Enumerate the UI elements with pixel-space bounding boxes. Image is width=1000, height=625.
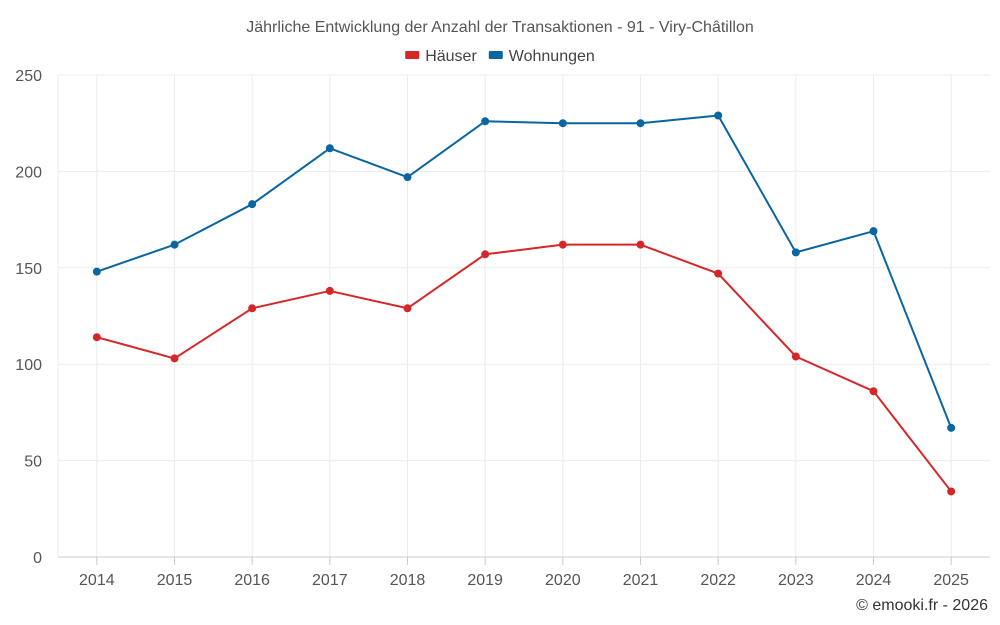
legend-item-haeuser[interactable]: Häuser bbox=[405, 48, 477, 65]
x-tick-label: 2018 bbox=[390, 572, 426, 589]
data-point-haeuser-2022[interactable] bbox=[714, 269, 723, 278]
series-line-wohnungen bbox=[96, 114, 953, 429]
data-point-haeuser-2025[interactable] bbox=[947, 487, 956, 496]
x-tick-label: 2022 bbox=[700, 572, 736, 589]
x-tick-label: 2020 bbox=[545, 572, 581, 589]
x-tick-label: 2014 bbox=[79, 572, 115, 589]
y-tick-label: 150 bbox=[15, 261, 42, 278]
y-tick-label: 50 bbox=[24, 454, 42, 471]
legend-label: Häuser bbox=[425, 48, 477, 65]
grid-layer bbox=[57, 74, 990, 558]
data-point-haeuser-2016[interactable] bbox=[248, 304, 257, 313]
data-point-wohnungen-2016[interactable] bbox=[248, 200, 257, 209]
data-point-wohnungen-2024[interactable] bbox=[869, 227, 878, 236]
data-point-wohnungen-2020[interactable] bbox=[558, 119, 567, 128]
data-point-wohnungen-2014[interactable] bbox=[92, 267, 101, 276]
data-point-haeuser-2017[interactable] bbox=[325, 286, 334, 295]
legend-label: Wohnungen bbox=[509, 48, 595, 65]
data-point-haeuser-2021[interactable] bbox=[636, 240, 645, 249]
data-point-haeuser-2014[interactable] bbox=[92, 333, 101, 342]
y-tick-label: 0 bbox=[33, 550, 42, 567]
data-point-wohnungen-2017[interactable] bbox=[325, 144, 334, 153]
y-tick-label: 100 bbox=[15, 357, 42, 374]
data-point-haeuser-2018[interactable] bbox=[403, 304, 412, 313]
x-tick-label: 2023 bbox=[778, 572, 814, 589]
data-point-wohnungen-2023[interactable] bbox=[791, 248, 800, 257]
data-point-haeuser-2019[interactable] bbox=[481, 250, 490, 259]
x-tick-label: 2017 bbox=[312, 572, 348, 589]
x-tick-label: 2019 bbox=[467, 572, 503, 589]
legend-swatch bbox=[488, 51, 503, 59]
chart-title: Jährliche Entwicklung der Anzahl der Tra… bbox=[246, 19, 754, 36]
series-wohnungen bbox=[92, 111, 956, 432]
data-point-wohnungen-2025[interactable] bbox=[947, 423, 956, 432]
series-layer bbox=[92, 111, 956, 496]
axis-layer: 0 50 100 150 200 250 2014 2015 2016 2017 2018 2019 2… bbox=[15, 68, 990, 589]
data-point-haeuser-2015[interactable] bbox=[170, 354, 179, 363]
series-line-haeuser bbox=[96, 243, 952, 493]
series-haeuser bbox=[92, 240, 956, 496]
data-point-wohnungen-2019[interactable] bbox=[481, 117, 490, 126]
data-point-haeuser-2020[interactable] bbox=[558, 240, 567, 249]
x-tick-label: 2025 bbox=[933, 572, 969, 589]
x-tick-label: 2016 bbox=[234, 572, 270, 589]
legend: Häuser Wohnungen bbox=[405, 48, 595, 65]
x-tick-label: 2015 bbox=[157, 572, 193, 589]
y-tick-label: 250 bbox=[15, 68, 42, 85]
y-tick-label: 200 bbox=[15, 164, 42, 181]
legend-swatch bbox=[405, 51, 420, 59]
x-tick-label: 2024 bbox=[856, 572, 892, 589]
data-point-haeuser-2024[interactable] bbox=[869, 387, 878, 396]
legend-item-wohnungen[interactable]: Wohnungen bbox=[488, 48, 595, 65]
data-point-wohnungen-2021[interactable] bbox=[636, 119, 645, 128]
data-point-wohnungen-2022[interactable] bbox=[714, 111, 723, 120]
x-tick-label: 2021 bbox=[623, 572, 659, 589]
data-point-wohnungen-2015[interactable] bbox=[170, 240, 179, 249]
credit-text: © emooki.fr - 2026 bbox=[856, 597, 988, 614]
data-point-haeuser-2023[interactable] bbox=[791, 352, 800, 361]
data-point-wohnungen-2018[interactable] bbox=[403, 173, 412, 182]
